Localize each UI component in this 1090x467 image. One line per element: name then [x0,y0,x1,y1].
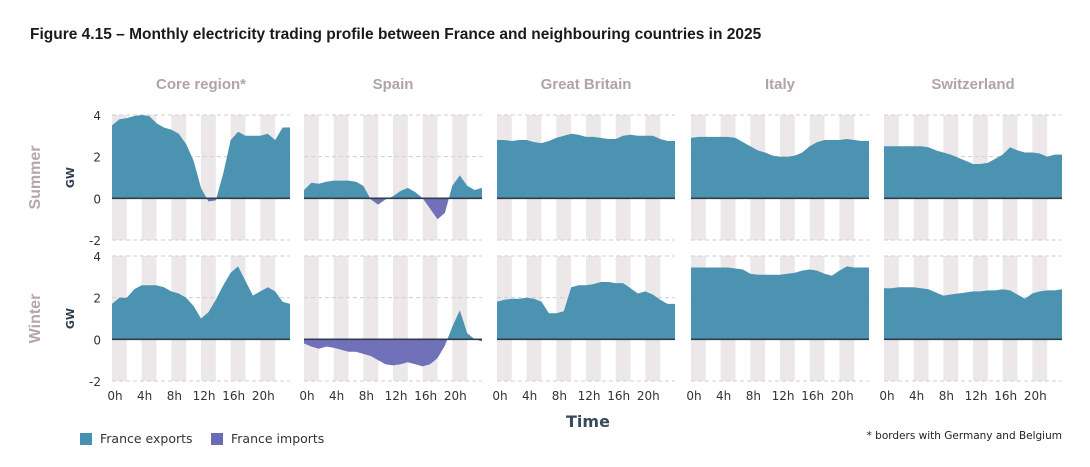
shaded-band [422,115,438,240]
y-tick-label: 0 [93,333,101,347]
x-tick-label: 16h [222,389,245,403]
exports-area [884,146,1062,199]
x-tick-label: 0h [492,389,507,403]
x-tick-label: 0h [879,389,894,403]
exports-area [691,136,869,199]
y-tick-label: 4 [93,250,101,264]
legend-item-imports: France imports [211,431,324,446]
imports-area [304,339,482,367]
exports-area [497,133,675,199]
column-title: Italy [765,76,796,93]
x-tick-label: 8h [746,389,761,403]
panel-summer-1 [304,114,482,241]
shaded-band [393,115,408,240]
x-tick-label: 20h [444,389,467,403]
panel-summer-3 [691,114,869,241]
footnote: * borders with Germany and Belgium [866,430,1062,442]
x-tick-label: 16h [414,389,437,403]
y-tick-label: 2 [93,151,101,165]
column-title: Core region* [156,76,246,93]
legend-item-exports: France exports [80,431,193,446]
y-axis-label: GW [64,167,77,188]
x-tick-label: 8h [359,389,374,403]
exports-area [884,287,1062,340]
exports-swatch [80,432,92,445]
x-tick-label: 8h [167,389,182,403]
x-tick-label: 4h [909,389,924,403]
x-tick-label: 4h [522,389,537,403]
panel-summer-0 [112,114,290,241]
column-title: Switzerland [931,76,1014,93]
legend-label-imports: France imports [231,431,325,446]
shaded-band [333,256,349,381]
panel-summer-2 [497,114,675,241]
y-tick-label: 2 [93,292,101,306]
exports-area [691,266,869,340]
legend-label-exports: France exports [100,431,193,446]
y-axis-label: GW [64,308,77,329]
figure-title: Figure 4.15 – Monthly electricity tradin… [30,26,762,43]
x-tick-label: 20h [637,389,660,403]
x-axis-label: Time [566,412,610,431]
panel-summer-4 [884,114,1062,241]
row-label: Summer [27,145,44,209]
y-tick-label: -2 [89,234,101,248]
panel-winter-1: 0h 4h 8h 12h 16h 20h [299,255,482,403]
x-tick-label: 20h [831,389,854,403]
column-title: Great Britain [541,76,632,93]
panel-winter-2: 0h 4h 8h 12h 16h 20h [492,255,675,403]
x-tick-label: 0h [107,389,122,403]
x-tick-label: 8h [552,389,567,403]
x-tick-label: 4h [137,389,152,403]
x-tick-label: 12h [578,389,601,403]
x-tick-label: 20h [1024,389,1047,403]
imports-area [370,198,449,220]
x-tick-label: 12h [385,389,408,403]
panel-winter-4: 0h 4h 8h 12h 16h 20h [879,255,1062,403]
x-tick-label: 16h [607,389,630,403]
exports-area [112,115,290,199]
x-tick-label: 12h [193,389,216,403]
imports-swatch [211,432,223,445]
exports-area [497,282,675,340]
shaded-band [363,256,379,381]
exports-area [304,310,482,340]
x-tick-label: 4h [329,389,344,403]
shaded-band [333,115,349,240]
y-tick-label: 0 [93,192,101,206]
x-tick-label: 20h [252,389,275,403]
x-tick-label: 0h [299,389,314,403]
x-tick-label: 16h [801,389,824,403]
shaded-band [304,115,319,240]
panel-winter-0: 0h 4h 8h 12h 16h 20h [107,255,290,403]
x-tick-label: 0h [686,389,701,403]
x-tick-label: 8h [939,389,954,403]
shaded-band [363,115,379,240]
exports-area [112,266,290,340]
row-label: Winter [27,294,44,344]
x-tick-label: 16h [994,389,1017,403]
y-tick-label: -2 [89,375,101,389]
panel-winter-3: 0h 4h 8h 12h 16h 20h [686,255,869,403]
shaded-band [201,115,216,240]
y-tick-label: 4 [93,109,101,123]
column-title: Spain [373,76,414,93]
shaded-band [304,256,319,381]
exports-area [304,175,482,199]
x-tick-label: 4h [716,389,731,403]
x-tick-label: 12h [772,389,795,403]
x-tick-label: 12h [965,389,988,403]
